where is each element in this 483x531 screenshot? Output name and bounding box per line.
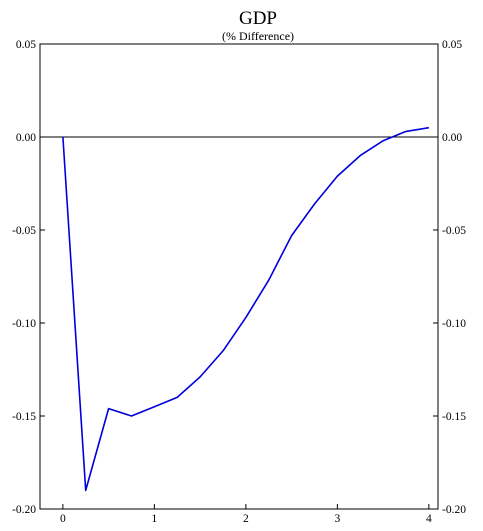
- chart-subtitle: (% Difference): [222, 29, 294, 43]
- y-tick-label-right: 0.05: [442, 39, 462, 51]
- x-tick-label: 0: [60, 513, 66, 525]
- x-tick-label: 1: [151, 513, 157, 525]
- series-layer: [62, 126, 430, 492]
- y-tick-label-right: -0.10: [442, 318, 466, 330]
- y-tick-label-left: -0.05: [12, 225, 36, 237]
- gdp-series-line: [62, 126, 430, 492]
- x-tick-label: 4: [426, 513, 432, 525]
- y-tick-label-left: -0.10: [12, 318, 36, 330]
- axes-layer: 0.05 0.05 0.00 0.00 -0.05 -0.05 -0.10 -0.10 -0.1…: [12, 39, 466, 525]
- x-tick-label: 3: [334, 513, 340, 525]
- plot-frame: [39, 43, 439, 510]
- x-tick-label: 2: [243, 513, 249, 525]
- y-tick-label-left: 0.00: [16, 132, 36, 144]
- y-tick-label-left: -0.15: [12, 411, 36, 423]
- chart-title: GDP: [239, 8, 277, 29]
- y-tick-label-left: -0.20: [12, 504, 36, 516]
- y-tick-label-right: -0.15: [442, 411, 466, 423]
- y-tick-label-left: 0.05: [16, 39, 36, 51]
- y-tick-label-right: -0.05: [442, 225, 466, 237]
- y-tick-label-right: -0.20: [442, 504, 466, 516]
- y-tick-label-right: 0.00: [442, 132, 462, 144]
